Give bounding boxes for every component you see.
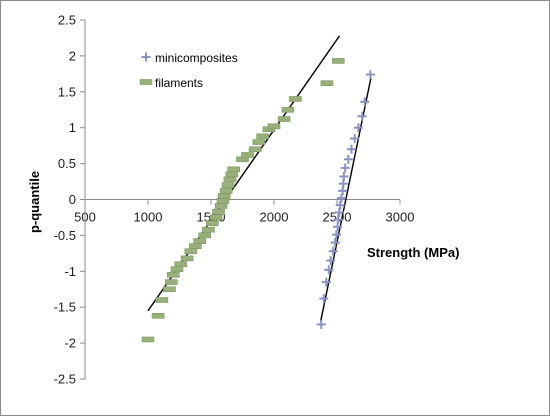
y-tick-label: 0 [69, 192, 76, 207]
minicomposites-point [328, 246, 338, 256]
x-tick-label: 2000 [260, 210, 289, 225]
filaments-point [216, 198, 230, 204]
y-tick-label: -2.5 [54, 372, 76, 387]
legend-label-minicomposites: minicomposites [155, 51, 238, 65]
filaments-point [163, 286, 176, 293]
filaments-point [166, 272, 180, 278]
filaments-point [205, 220, 219, 226]
minicomposites-point [316, 319, 326, 329]
minicomposites-point [350, 133, 360, 143]
y-tick-label: -1 [64, 264, 76, 279]
filaments-point [289, 96, 302, 102]
filaments-point [331, 58, 345, 64]
filaments-point [217, 193, 231, 199]
filaments-point [281, 106, 295, 113]
filaments-point [155, 297, 169, 303]
legend: minicomposites filaments [139, 51, 238, 90]
filaments-point [170, 266, 184, 272]
filaments-point [214, 203, 228, 209]
filaments-point [180, 255, 194, 262]
minicomposites-point [340, 163, 350, 173]
minicomposites-point [330, 238, 340, 248]
y-tick-label: 2.5 [58, 13, 76, 28]
minicomposites-point [346, 144, 356, 154]
minicomposites-point [353, 123, 363, 133]
minicomposites-point [333, 215, 343, 225]
filaments-point [277, 116, 291, 122]
minicomposites-point [324, 265, 334, 275]
y-tick-label: -2 [64, 336, 76, 351]
y-axis-title: p-quantile [27, 171, 42, 233]
filaments-point [174, 261, 188, 267]
filaments-point [252, 139, 266, 145]
filaments-point [202, 226, 215, 233]
x-tick-labels: 50010001500200025003000 [74, 210, 414, 225]
filaments-point [212, 208, 225, 215]
y-tick-labels: 2.5 2 1.5 1 0.5 0 -0.5 -1 -1.5 -2 -2.5 [54, 13, 76, 387]
data-markers [141, 58, 375, 343]
filaments-point [184, 248, 198, 254]
filaments-point [188, 243, 202, 249]
minicomposites-point [336, 193, 346, 203]
filaments-point [141, 336, 155, 343]
y-tick-label: -0.5 [54, 228, 76, 243]
filaments-point [219, 188, 233, 194]
filaments-point [198, 232, 211, 239]
filaments-point [256, 133, 269, 140]
y-tick-marks [80, 19, 85, 380]
filaments-point [241, 152, 254, 158]
filaments-point [227, 166, 240, 173]
filaments-point [225, 171, 239, 178]
filaments-point [221, 182, 235, 188]
legend-dash-marker [139, 79, 153, 85]
x-axis-title: Strength (MPa) [367, 245, 459, 260]
minicomposites-point [343, 154, 353, 164]
minicomposites-point [319, 294, 329, 304]
legend-plus-symbol [141, 52, 151, 62]
filaments-point [151, 313, 165, 319]
filaments-point [320, 80, 334, 86]
x-tick-label: 2500 [323, 210, 352, 225]
filaments-point [209, 214, 223, 221]
minicomposites-point [321, 277, 331, 287]
minicomposites-point [335, 200, 345, 210]
legend-dash-symbol [139, 79, 153, 85]
x-tick-label: 3000 [386, 210, 415, 225]
filaments-point [248, 146, 262, 153]
legend-label-filaments: filaments [155, 76, 203, 90]
x-tick-marks [84, 199, 401, 205]
y-tick-label: 0.5 [58, 156, 76, 171]
minicomposites-point [365, 70, 375, 80]
y-tick-label: -1.5 [54, 300, 76, 315]
filaments-point [165, 279, 178, 285]
filaments-point [223, 176, 237, 183]
filaments-point [267, 123, 281, 130]
x-tick-label: 1000 [134, 210, 163, 225]
filaments-point [193, 238, 206, 244]
minicomposites-point [339, 172, 349, 182]
minicomposites-point [357, 111, 367, 121]
legend-item-minicomposites: minicomposites [141, 51, 238, 65]
y-tick-label: 2 [69, 48, 76, 63]
legend-item-filaments: filaments [139, 76, 203, 90]
y-tick-label: 1 [69, 120, 76, 135]
minicomposites-point [331, 230, 341, 240]
legend-plus-marker [141, 52, 151, 62]
minicomposites-point [326, 256, 336, 266]
minicomposites-point [360, 97, 370, 107]
y-tick-label: 1.5 [58, 84, 76, 99]
